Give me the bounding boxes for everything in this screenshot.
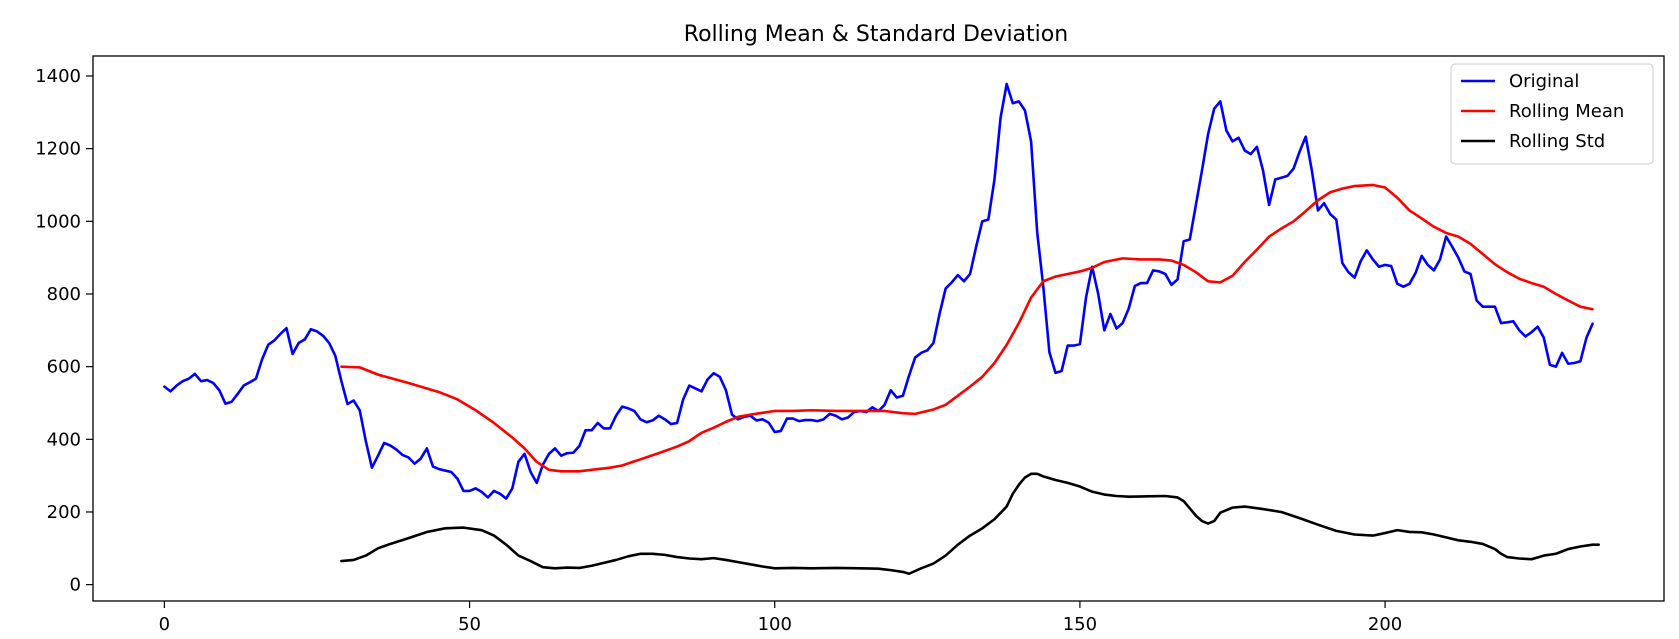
chart-title: Rolling Mean & Standard Deviation [684,22,1068,47]
y-tick-label: 600 [47,357,81,378]
plot-frame [92,55,1665,602]
y-tick-label: 400 [47,429,81,450]
y-tick-label: 1000 [35,211,81,232]
series-line-rolling-mean [340,183,1594,473]
y-tick-label: 800 [47,284,81,305]
y-tick-label: 1400 [35,66,81,87]
x-axis: 0 50 100 150 200 [159,601,1402,635]
series-line-rolling-std [340,472,1600,576]
y-axis: 0 200 400 600 800 1000 1200 1400 [35,66,93,596]
x-tick-label: 0 [159,614,170,635]
plot-lines [163,82,1600,576]
y-tick-label: 0 [70,575,81,596]
legend-label: Rolling Mean [1509,101,1624,122]
x-tick-label: 50 [458,614,481,635]
x-tick-label: 200 [1368,614,1402,635]
legend-box [1450,63,1654,165]
legend-label: Rolling Std [1509,131,1605,152]
legend: Original Rolling Mean Rolling Std [1450,63,1654,165]
x-tick-label: 100 [758,614,792,635]
legend-label: Original [1509,71,1579,92]
y-tick-label: 200 [47,502,81,523]
series-line-original [163,82,1594,500]
x-tick-label: 150 [1063,614,1097,635]
y-tick-label: 1200 [35,139,81,160]
